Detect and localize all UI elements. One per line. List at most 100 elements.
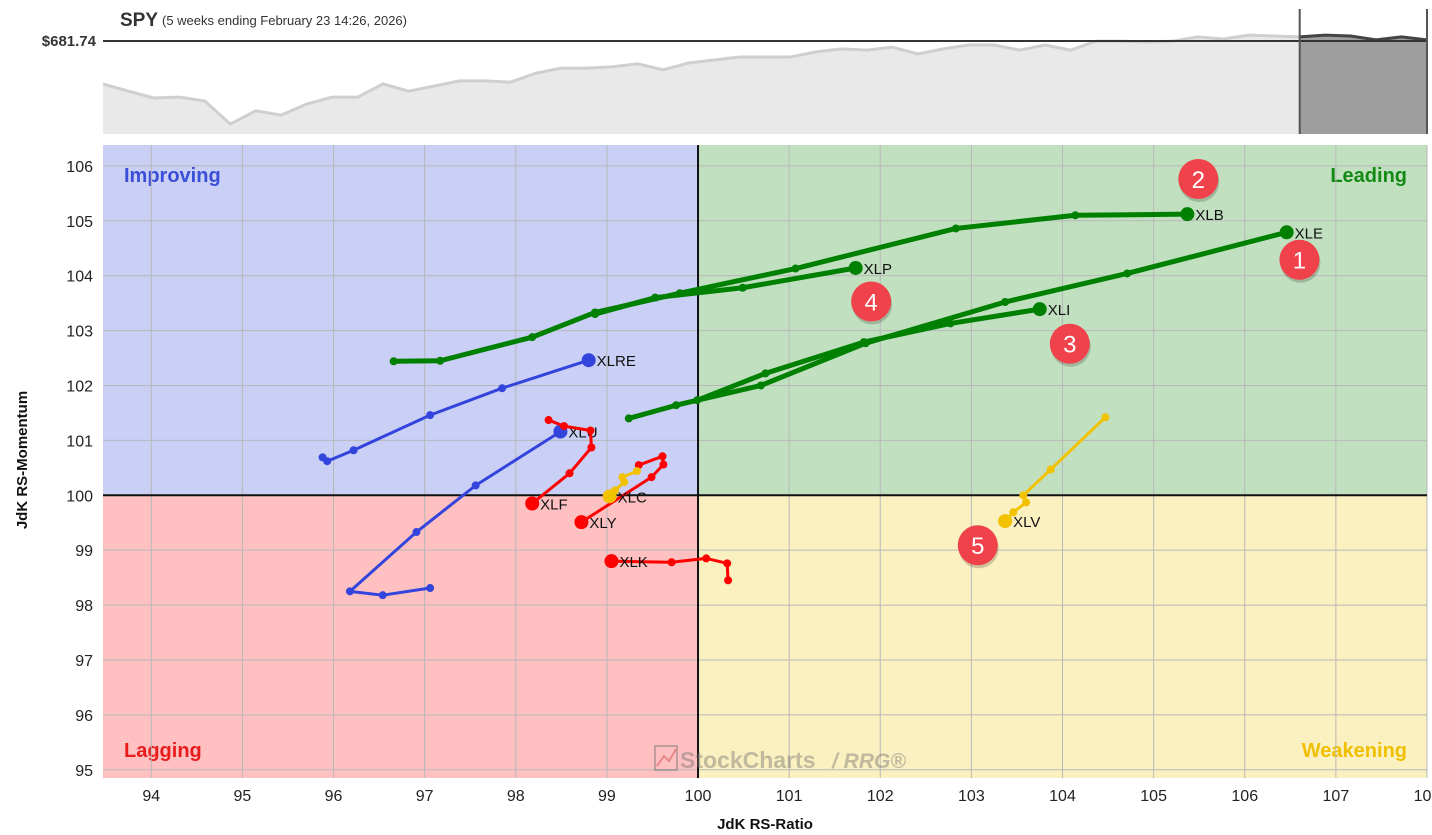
badge-circle <box>1279 239 1320 280</box>
price-sparkline[interactable] <box>102 9 1428 135</box>
axis-ticks: 94 95 96 97 98 99 100 101 102 103 104 105 106 107 108 9… <box>66 159 1432 805</box>
x-tick-label: 99 <box>598 788 616 805</box>
tail-point <box>672 401 681 410</box>
x-tick-label: 107 <box>1323 788 1350 805</box>
tail-point <box>658 452 667 461</box>
tail-point <box>723 559 732 568</box>
quadrant-label-leading: Leading <box>1330 165 1407 187</box>
tail-xly[interactable]: XLY <box>574 452 668 532</box>
x-tick-label: 108 <box>1414 788 1432 805</box>
tail-xlc[interactable]: XLC <box>602 467 647 506</box>
tail-xlf[interactable]: XLF <box>525 416 596 513</box>
tail-point <box>761 369 770 378</box>
tail-point <box>426 411 435 420</box>
badge-circle <box>1178 159 1219 200</box>
y-tick-label: 95 <box>75 763 93 780</box>
y-tick-label: 106 <box>66 159 93 176</box>
tail-head-point <box>1032 302 1047 317</box>
tail-point <box>1009 508 1018 517</box>
tail-head-point <box>1180 207 1195 222</box>
annotation-badge: 4 <box>851 281 893 325</box>
period-subtitle: (5 weeks ending February 23 14:26, 2026) <box>162 13 407 28</box>
tail-point <box>859 338 868 347</box>
tail-point <box>624 414 633 423</box>
tail-point <box>620 478 629 487</box>
tail-point <box>471 481 480 490</box>
tail-head-point <box>1279 225 1294 240</box>
tail-xlp[interactable]: XLP <box>591 260 892 319</box>
annotation-badge: 3 <box>1049 323 1091 367</box>
stockcharts-logo-icon <box>654 745 678 771</box>
tail-point <box>659 460 668 469</box>
tail-point <box>946 319 955 328</box>
tail-point <box>1022 498 1031 507</box>
symbol-label: XLRE <box>597 353 636 370</box>
y-tick-label: 97 <box>75 653 93 670</box>
badge-number: 2 <box>1192 167 1205 194</box>
tail-head-point <box>581 353 596 368</box>
quadrant-label-lagging: Lagging <box>124 740 202 762</box>
tail-point <box>756 381 765 390</box>
y-axis-title: JdK RS-Momentum <box>14 391 31 529</box>
y-tick-label: 96 <box>75 708 93 725</box>
tail-point <box>426 584 435 593</box>
y-tick-label: 104 <box>66 269 93 286</box>
price-area <box>103 35 1427 135</box>
watermark-brand: StockCharts <box>680 747 815 773</box>
tail-point <box>667 558 676 567</box>
symbol-label: XLK <box>619 554 647 571</box>
watermark-product: / RRG® <box>831 750 906 773</box>
tail-xlre[interactable]: XLRE <box>318 353 636 466</box>
tail-point <box>528 333 537 342</box>
tail-point <box>1071 211 1080 220</box>
symbol-label: XLV <box>1013 514 1040 531</box>
tail-point <box>436 356 445 365</box>
tail-xli[interactable]: XLI <box>693 302 1070 405</box>
tail-point <box>724 576 733 585</box>
tail-point <box>378 591 387 600</box>
tail-point <box>791 264 800 273</box>
y-tick-label: 102 <box>66 378 93 395</box>
tail-point <box>349 446 358 455</box>
tail-xlk[interactable]: XLK <box>604 554 733 585</box>
y-tick-label: 103 <box>66 324 93 341</box>
tail-point <box>1123 269 1132 278</box>
annotation-badge: 2 <box>1178 159 1220 203</box>
tail-point <box>647 473 656 482</box>
annotation-badge: 5 <box>957 525 999 569</box>
badge-number: 1 <box>1293 248 1306 275</box>
annotation-badge: 1 <box>1279 239 1321 283</box>
tail-point <box>345 587 354 596</box>
x-tick-label: 101 <box>776 788 803 805</box>
tail-head-point <box>525 496 540 511</box>
quadrant-lagging <box>103 495 699 778</box>
tail-point <box>586 426 595 435</box>
annotation-badges: 1 2 3 4 5 <box>851 159 1321 569</box>
highlight-window <box>1299 35 1427 135</box>
tail-point <box>587 443 596 452</box>
tail-point <box>651 293 660 302</box>
tail-line <box>592 265 859 317</box>
watermark-logo: StockCharts / RRG® <box>654 745 906 773</box>
x-tick-label: 94 <box>142 788 160 805</box>
tail-head-point <box>604 554 619 569</box>
tail-point <box>544 416 553 425</box>
x-tick-label: 103 <box>958 788 985 805</box>
tail-head-point <box>602 489 617 504</box>
x-tick-label: 95 <box>234 788 252 805</box>
badge-circle <box>851 281 892 322</box>
price-line-highlight <box>1299 33 1428 42</box>
x-tick-label: 105 <box>1140 788 1167 805</box>
x-tick-label: 106 <box>1231 788 1258 805</box>
symbol-label: XLY <box>589 515 616 532</box>
symbol-label: XLC <box>618 489 647 506</box>
tail-xlv[interactable]: XLV <box>998 413 1110 531</box>
symbol-label: XLP <box>864 261 892 278</box>
tail-point <box>738 283 747 292</box>
tail-point <box>702 554 711 563</box>
tail-point <box>1019 491 1028 500</box>
tail-head-point <box>848 260 863 275</box>
y-tick-label: 105 <box>66 214 93 231</box>
badge-circle <box>957 525 998 566</box>
